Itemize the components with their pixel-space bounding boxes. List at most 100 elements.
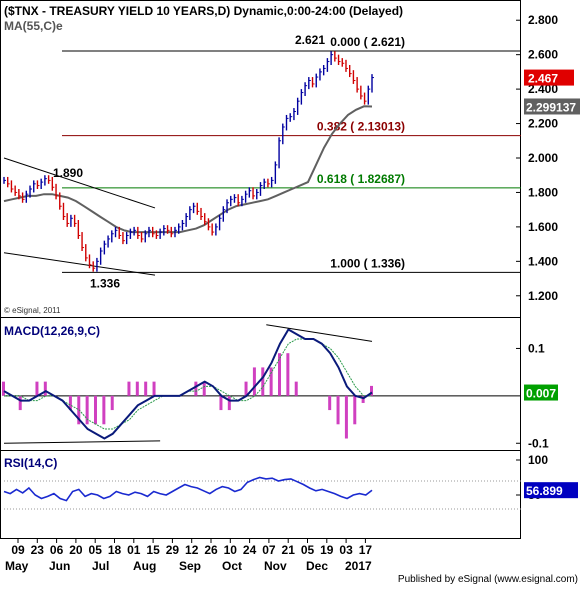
macd-histogram-bar: [2, 381, 5, 396]
rsi-panel-frame: [0, 450, 521, 539]
macd-panel: 0.1 -0.1 0.007: [2, 324, 558, 450]
rsi-label: RSI(14,C): [4, 456, 57, 470]
macd-histogram-bar: [94, 395, 97, 425]
macd-histogram-bar: [261, 367, 265, 396]
macd-label: MACD(12,26,9,C): [4, 324, 100, 338]
price-panel-frame: [0, 0, 521, 318]
x-month-label: May: [5, 559, 29, 573]
x-axis: 09 23 06 20 05 18 01 15 29 12 26 10 24 07 21 05 19 03 17 Ma…: [5, 538, 372, 573]
x-day-label: 05: [301, 543, 315, 557]
macd-histogram-bar: [68, 395, 72, 411]
macd-y-tick-label: 0.1: [528, 341, 545, 355]
x-month-label: Jul: [92, 559, 109, 573]
macd-trendline: [3, 440, 161, 444]
x-day-label: 07: [262, 543, 276, 557]
x-day-label: 20: [69, 543, 83, 557]
ma-label: MA(55,C)e: [4, 19, 63, 33]
x-day-label: 12: [185, 543, 199, 557]
price-y-tick-label: 2.800: [528, 13, 558, 27]
x-day-label: 24: [243, 543, 257, 557]
rsi-y-tick-label: 100: [528, 453, 548, 467]
x-month-label: Nov: [264, 559, 287, 573]
x-month-label: Jun: [49, 559, 70, 573]
macd-y-tick-label: -0.1: [528, 436, 549, 450]
footer-credit: Published by eSignal (www.esignal.com): [398, 574, 578, 585]
macd-histogram-bar: [328, 395, 332, 411]
price-y-tick-label: 1.400: [528, 254, 558, 268]
macd-histogram-bar: [294, 381, 298, 396]
chart-title: ($TNX - TREASURY YIELD 10 YEARS,D) Dynam…: [4, 4, 403, 18]
rsi-line: [3, 476, 373, 502]
macd-histogram-bar: [18, 395, 22, 411]
macd-histogram-bar: [219, 395, 223, 411]
macd-histogram-bar: [344, 395, 348, 439]
x-day-label: 01: [127, 543, 141, 557]
macd-histogram-bar: [35, 381, 39, 396]
low-annotation: 1.336: [90, 276, 120, 290]
macd-histogram-bar: [152, 381, 156, 396]
price-y-tick-label: 1.600: [528, 220, 558, 234]
price-y-tick-label: 2.200: [528, 117, 558, 131]
fib-level-label: 0.000 ( 2.621): [330, 35, 405, 49]
macd-histogram-bar: [85, 395, 89, 425]
ma-tag-box: [524, 98, 580, 115]
x-day-label: 19: [320, 543, 334, 557]
macd-tag-box: [524, 384, 558, 401]
price-y-tick-label: 1.200: [528, 289, 558, 303]
x-day-label: 06: [50, 543, 64, 557]
price-trendline: [3, 252, 156, 276]
rsi-panel: 1005056.899: [3, 453, 578, 510]
x-month-label: Dec: [306, 559, 328, 573]
price-tag-value: 2.467: [528, 72, 558, 86]
macd-histogram-bar: [202, 381, 206, 396]
macd-histogram-bar: [336, 395, 340, 425]
macd-histogram-bar: [361, 395, 365, 403]
x-day-label: 05: [89, 543, 103, 557]
x-day-label: 10: [224, 543, 238, 557]
x-month-label: 2017: [345, 559, 372, 573]
price-y-tick-label: 1.800: [528, 185, 558, 199]
macd-histogram-bar: [135, 381, 139, 396]
x-month-label: Oct: [222, 559, 242, 573]
x-day-label: 23: [31, 543, 45, 557]
x-day-label: 18: [108, 543, 122, 557]
x-month-label: Aug: [133, 559, 156, 573]
x-month-label: Sep: [179, 559, 201, 573]
macd-line: [3, 328, 373, 440]
x-day-label: 21: [282, 543, 296, 557]
macd-histogram-bar: [244, 381, 248, 396]
macd-histogram-bar: [102, 395, 106, 425]
macd-trendline: [266, 324, 373, 342]
macd-histogram-bar: [43, 381, 47, 396]
price-trendline: [3, 157, 156, 209]
x-day-label: 09: [11, 543, 25, 557]
ma-tag-value: 2.299137: [526, 100, 576, 114]
copyright-label: © eSignal, 2011: [4, 306, 61, 315]
macd-histogram-bar: [227, 395, 231, 411]
macd-histogram-bar: [278, 353, 281, 396]
macd-signal-line: [4, 338, 372, 430]
fib-level-label: 1.000 ( 1.336): [330, 256, 405, 270]
high-annotation: 2.621: [295, 33, 325, 47]
price-panel: 2.800 2.600 2.400 2.200 2.000 1.800 1.600 1.400…: [3, 13, 580, 303]
rsi-tag-box: [524, 482, 578, 499]
x-day-label: 29: [166, 543, 180, 557]
macd-histogram-bar: [110, 395, 114, 411]
macd-histogram-bar: [286, 353, 290, 396]
x-day-label: 15: [146, 543, 160, 557]
macd-histogram-bar: [269, 367, 273, 396]
macd-histogram-bar: [144, 381, 148, 396]
macd-histogram-bar: [353, 395, 357, 425]
price-y-tick-label: 2.400: [528, 82, 558, 96]
fib-level-label: 0.382 ( 2.13013): [317, 120, 405, 134]
price-y-tick-label: 2.000: [528, 151, 558, 165]
rsi-tag-value: 56.899: [526, 484, 563, 498]
macd-histogram-bar: [127, 381, 131, 396]
ma-line: [3, 105, 373, 234]
price-tag-box: [524, 69, 574, 86]
x-day-label: 17: [359, 543, 373, 557]
swing-high-annotation: 1.890: [53, 166, 83, 180]
fib-level-label: 0.618 ( 1.82687): [317, 172, 405, 186]
price-y-tick-label: 2.600: [528, 48, 558, 62]
